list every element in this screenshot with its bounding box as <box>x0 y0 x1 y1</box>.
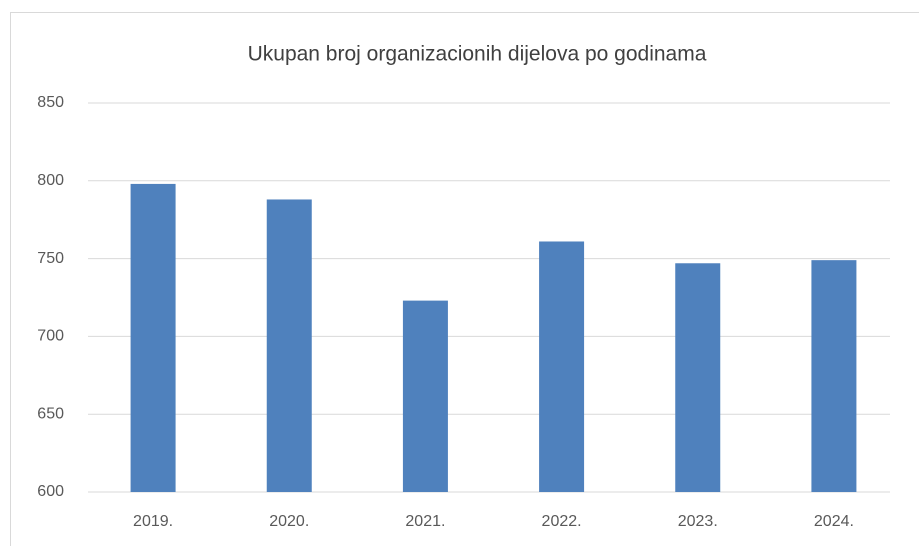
y-tick-label: 750 <box>37 250 64 267</box>
chart-title: Ukupan broj organizacionih dijelova po g… <box>248 43 707 66</box>
x-tick-label: 2021. <box>405 513 445 530</box>
bar <box>130 183 176 493</box>
y-tick-label: 800 <box>37 172 64 189</box>
y-tick-label: 850 <box>37 94 64 111</box>
bar <box>402 300 448 492</box>
y-tick-label: 700 <box>37 328 64 345</box>
y-tick-label: 650 <box>37 405 64 422</box>
bar <box>811 260 857 492</box>
x-tick-label: 2023. <box>678 513 718 530</box>
x-tick-label: 2020. <box>269 513 309 530</box>
x-tick-label: 2022. <box>542 513 582 530</box>
bar <box>675 263 721 492</box>
bar <box>266 199 312 493</box>
x-tick-label: 2019. <box>133 513 173 530</box>
y-tick-label: 600 <box>37 483 64 500</box>
bar <box>539 241 585 492</box>
x-tick-label: 2024. <box>814 513 854 530</box>
